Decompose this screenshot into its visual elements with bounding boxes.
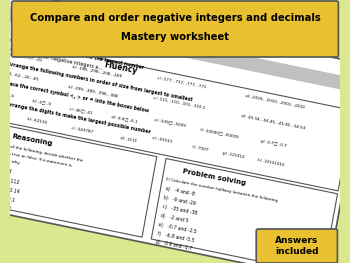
Text: b) -3□ -9: b) -3□ -9 [32, 99, 51, 106]
Text: Mastery worksheet: Mastery worksheet [121, 32, 229, 42]
Polygon shape [0, 121, 157, 237]
Text: 1) Calculate the number halfway between the following: 1) Calculate the number halfway between … [165, 177, 278, 203]
Text: Reasoning: Reasoning [11, 133, 52, 147]
Text: statement is true or false. If a statement is: statement is true or false. If a stateme… [0, 147, 72, 168]
Text: d) -45.54, -54.45, -45.45, -54.54: d) -45.54, -54.45, -45.45, -54.54 [241, 114, 306, 130]
Text: c) -543787: c) -543787 [70, 126, 93, 134]
Text: e)      > -0.932: e) > -0.932 [0, 200, 11, 211]
Text: a) -25, -62, -26, -65: a) -25, -62, -26, -65 [0, 70, 38, 82]
Text: b) -198, -298, -208, -189: b) -198, -298, -208, -189 [72, 65, 122, 78]
Text: 1) From the list of numbers, circle the largest number: 1) From the list of numbers, circle the … [5, 38, 145, 70]
Text: f) -50090□ -50009: f) -50090□ -50009 [200, 127, 239, 138]
Text: a) -528: a) -528 [0, 109, 7, 116]
Text: c) -111, -110, -101, -101.1: c) -111, -110, -101, -101.1 [153, 96, 205, 110]
Text: e) -30333: e) -30333 [152, 136, 173, 144]
Text: 3) Place the correct symbol <, > or = into the boxes below: 3) Place the correct symbol <, > or = in… [0, 80, 149, 114]
Text: d) -6.6□ -6.1: d) -6.6□ -6.1 [111, 115, 138, 124]
Text: a) -43, -47, -57, -41: a) -43, -47, -57, -41 [2, 50, 42, 62]
Text: c)   -35 and -38: c) -35 and -38 [162, 204, 197, 216]
Text: d) -2020, -2010, -2001, -2002: d) -2020, -2010, -2001, -2002 [244, 94, 305, 110]
Text: d)   -2 and 5: d) -2 and 5 [160, 213, 189, 223]
Text: I can compare and order negative integers a...: I can compare and order negative integer… [0, 44, 103, 71]
Text: Compare and order negative integers and decimals: Compare and order negative integers and … [30, 13, 320, 23]
Text: false, explain why.: false, explain why. [0, 154, 21, 165]
Text: e) -509□ -5009: e) -509□ -5009 [154, 117, 186, 127]
Polygon shape [0, 6, 350, 94]
Text: f) -7007: f) -7007 [192, 145, 209, 152]
Text: a) -9□ -9: a) -9□ -9 [0, 91, 14, 98]
Text: c)   -0.21 > -0.14: c) -0.21 > -0.14 [0, 182, 20, 195]
Text: 2) Arrange the following numbers in order of size from largest to smallest: 2) Arrange the following numbers in orde… [0, 60, 193, 102]
Text: b)   -121 < -112: b) -121 < -112 [0, 173, 19, 185]
Text: b)   -9 and -29: b) -9 and -29 [163, 195, 196, 206]
Text: b) -62134: b) -62134 [27, 117, 47, 124]
Text: e)   -0.7 and -2.5: e) -0.7 and -2.5 [158, 222, 197, 234]
Text: g)   0.9 and -1.7: g) 0.9 and -1.7 [155, 240, 193, 251]
Text: 4) Rearrange the digits to make the largest possible number: 4) Rearrange the digits to make the larg… [0, 99, 151, 135]
Text: d) -1111: d) -1111 [119, 136, 137, 143]
Text: d)   -0.10 = -0.1: d) -0.10 = -0.1 [0, 191, 16, 203]
Text: a)   -12 > -3: a) -12 > -3 [0, 164, 12, 175]
Text: h) -10101010: h) -10101010 [257, 158, 285, 167]
Text: f)   -6.8 and -5.5: f) -6.8 and -5.5 [157, 231, 195, 243]
Text: Problem solving: Problem solving [182, 168, 247, 186]
Text: c) -177, -717, -777, -771: c) -177, -717, -777, -771 [156, 76, 206, 90]
Polygon shape [151, 159, 337, 263]
Text: 1) For each of the following, decide whether the: 1) For each of the following, decide whe… [0, 140, 83, 163]
Text: c) -46□ -41: c) -46□ -41 [69, 106, 93, 114]
Text: g) -121012: g) -121012 [222, 151, 244, 159]
Text: Answers
included: Answers included [275, 236, 318, 256]
Text: g) -0.7□ -0.7: g) -0.7□ -0.7 [260, 139, 287, 148]
FancyBboxPatch shape [256, 229, 337, 263]
Text: a)   -4 and -8: a) -4 and -8 [165, 186, 195, 197]
FancyBboxPatch shape [12, 1, 338, 57]
Text: b) -399, -389, -398, -388: b) -399, -389, -398, -388 [68, 85, 119, 98]
Text: Fluency: Fluency [103, 60, 138, 76]
